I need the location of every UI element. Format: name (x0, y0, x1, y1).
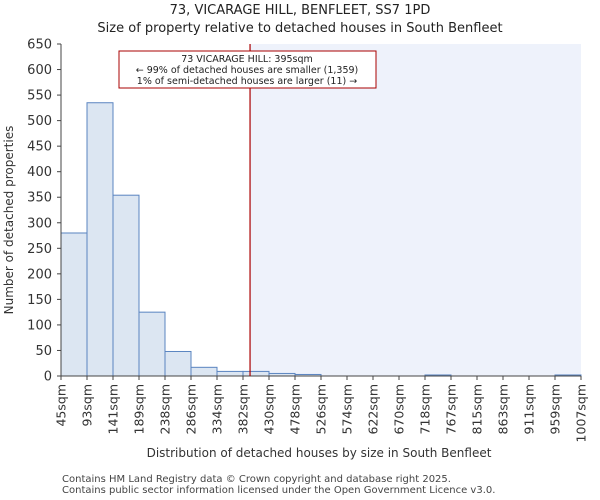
y-tick-label: 500 (27, 114, 52, 129)
bar-238sqm (164, 350, 192, 377)
footer-line-1: Contains HM Land Registry data © Crown c… (62, 474, 451, 485)
y-tick-label: 250 (27, 242, 52, 257)
x-tick-label: 526sqm (314, 384, 329, 434)
x-tick-label: 767sqm (444, 384, 459, 434)
x-tick-label: 45sqm (54, 384, 69, 427)
y-axis-label: Number of detached properties (2, 126, 16, 315)
bar-141sqm (112, 194, 140, 377)
annotation-line-3: 1% of semi-detached houses are larger (1… (137, 76, 357, 87)
bar-45sqm (60, 232, 88, 377)
x-tick-label: 430sqm (262, 384, 277, 434)
y-tick-label: 350 (27, 191, 52, 206)
x-tick-label: 1007sqm (574, 384, 589, 442)
x-tick-label: 286sqm (184, 384, 199, 434)
x-tick-label: 334sqm (210, 384, 225, 434)
x-tick-label: 189sqm (132, 384, 147, 434)
annotation-box: 73 VICARAGE HILL: 395sqm ← 99% of detach… (118, 50, 377, 89)
x-tick-label: 238sqm (158, 384, 173, 434)
x-tick-label: 478sqm (288, 384, 303, 434)
x-tick-label: 382sqm (236, 384, 251, 434)
y-tick-label: 600 (27, 63, 52, 78)
annotation-line-1: 73 VICARAGE HILL: 395sqm (181, 54, 313, 65)
annotation-line-2: ← 99% of detached houses are smaller (1,… (136, 65, 359, 76)
footer-line-2: Contains public sector information licen… (62, 485, 496, 496)
y-tick-label: 550 (27, 89, 52, 104)
bar-189sqm (138, 311, 166, 377)
y-tick-label: 200 (27, 267, 52, 282)
y-tick-label: 150 (27, 293, 52, 308)
x-tick-label: 622sqm (366, 384, 381, 434)
x-tick-label: 959sqm (548, 384, 563, 434)
bar-93sqm (86, 102, 114, 377)
bar-286sqm (190, 366, 218, 377)
x-axis-label: Distribution of detached houses by size … (147, 446, 492, 460)
chart-title: 73, VICARAGE HILL, BENFLEET, SS7 1PD (169, 3, 431, 18)
y-tick-label: 0 (44, 370, 52, 385)
y-tick-label: 450 (27, 140, 52, 155)
bar-334sqm (216, 370, 244, 377)
x-tick-label: 815sqm (470, 384, 485, 434)
x-tick-label: 911sqm (522, 384, 537, 434)
y-tick-label: 650 (27, 38, 52, 53)
x-tick-label: 670sqm (392, 384, 407, 434)
y-tick-label: 50 (35, 344, 52, 359)
y-tick-label: 100 (27, 318, 52, 333)
x-tick-label: 141sqm (106, 384, 121, 434)
x-tick-label: 574sqm (340, 384, 355, 434)
x-tick-label: 718sqm (418, 384, 433, 434)
y-tick-label: 400 (27, 165, 52, 180)
x-tick-label: 93sqm (80, 384, 95, 427)
chart-subtitle: Size of property relative to detached ho… (97, 21, 503, 36)
x-tick-label: 863sqm (496, 384, 511, 434)
y-tick-label: 300 (27, 216, 52, 231)
bar-382sqm (242, 370, 270, 377)
highlight-region (250, 44, 581, 376)
